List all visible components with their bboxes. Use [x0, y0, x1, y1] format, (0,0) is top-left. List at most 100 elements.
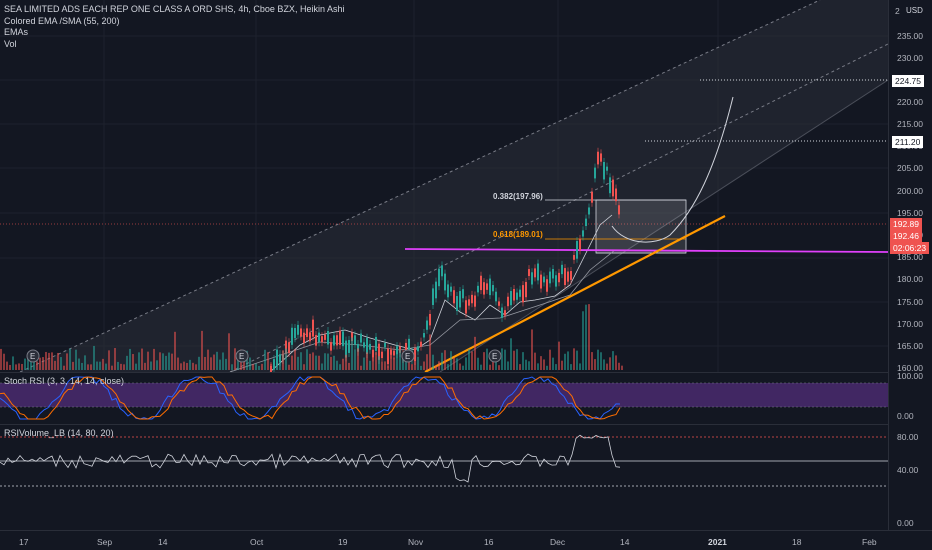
volume-bar: [213, 354, 215, 370]
volume-bar: [87, 364, 89, 370]
candle: [603, 161, 605, 180]
symbol-title[interactable]: SEA LIMITED ADS EACH REP ONE CLASS A ORD…: [4, 4, 345, 14]
candle: [579, 238, 581, 251]
volume-bar: [444, 350, 446, 370]
currency-label[interactable]: USD: [906, 6, 923, 15]
price-axis[interactable]: [888, 0, 932, 530]
volume-bar: [192, 362, 194, 370]
volume-bar: [603, 359, 605, 370]
rsivol-tick-40: 40.00: [897, 465, 919, 475]
candle: [534, 268, 536, 278]
volume-bar: [363, 357, 365, 370]
volume-bar: [360, 365, 362, 370]
time-axis[interactable]: [0, 531, 932, 550]
volume-bar: [498, 365, 500, 370]
candle: [543, 276, 545, 283]
volume-bar: [399, 349, 401, 370]
volume-bar: [450, 351, 452, 370]
candle: [498, 301, 500, 306]
candle: [309, 332, 311, 342]
volume-bar: [615, 355, 617, 370]
volume-bar: [51, 352, 53, 370]
volume-bar: [612, 351, 614, 370]
volume-bar: [486, 348, 488, 370]
volume-bar: [489, 364, 491, 370]
volume-bar: [258, 365, 260, 370]
candle: [294, 327, 296, 339]
volume-bar: [609, 357, 611, 370]
volume-bar: [549, 349, 551, 370]
candle: [414, 348, 416, 362]
indicator-ema-sma[interactable]: Colored EMA /SMA (55, 200): [4, 15, 120, 26]
volume-bar: [99, 361, 101, 370]
volume-bar: [477, 357, 479, 370]
volume-bar: [564, 353, 566, 370]
volume-bar: [117, 361, 119, 370]
candle: [465, 300, 467, 314]
stoch-rsi-label[interactable]: Stoch RSI (3, 3, 14, 14, close): [4, 376, 125, 386]
rsi-volume-label[interactable]: RSIVolume_LB (14, 80, 20): [4, 428, 114, 438]
earnings-markers[interactable]: E E E E: [26, 349, 502, 363]
pane-separator[interactable]: [0, 424, 932, 425]
volume-bar: [366, 352, 368, 370]
candle: [450, 286, 452, 292]
volume-bar: [378, 356, 380, 370]
stoch-rsi-pane[interactable]: [0, 373, 888, 424]
volume-bar: [570, 364, 572, 370]
volume-bar: [516, 349, 518, 370]
price-tick: 175.00: [897, 297, 923, 307]
volume-bar: [471, 351, 473, 370]
price-chart[interactable]: 0.382(197.96) 0.618(189.01) E E E E: [0, 0, 888, 372]
rsi-volume-pane[interactable]: [0, 425, 888, 530]
candle: [501, 307, 503, 318]
candle: [348, 339, 350, 353]
volume-bar: [369, 360, 371, 370]
indicator-vol[interactable]: Vol: [4, 38, 17, 49]
volume-bar: [504, 349, 506, 370]
candle: [522, 285, 524, 303]
volume-bar: [432, 354, 434, 370]
fib-retracement-box[interactable]: [595, 199, 687, 254]
candle: [351, 332, 353, 342]
pane-separator[interactable]: [0, 372, 932, 373]
volume-bar: [510, 338, 512, 370]
pane-separator[interactable]: [0, 530, 932, 531]
candle: [537, 263, 539, 281]
volume-bar: [219, 359, 221, 370]
candle: [519, 289, 521, 297]
volume-bar: [3, 353, 5, 370]
volume-bar: [6, 361, 8, 370]
volume-bar: [231, 364, 233, 370]
volume-bar: [591, 352, 593, 370]
volume-bar: [318, 355, 320, 370]
volume-bar: [447, 364, 449, 370]
support-line-magenta[interactable]: [404, 248, 888, 253]
price-tag-211: 211.20: [892, 136, 924, 148]
candle: [279, 354, 281, 363]
volume-bar: [267, 352, 269, 370]
volume-bar: [306, 349, 308, 370]
volume-bar: [375, 352, 377, 370]
indicator-emas[interactable]: EMAs: [4, 27, 29, 37]
candle: [384, 342, 386, 348]
volume-bar: [348, 362, 350, 370]
volume-bar: [390, 348, 392, 370]
time-tick: Dec: [550, 537, 566, 547]
volume-bar: [132, 354, 134, 370]
time-tick: 18: [792, 537, 802, 547]
volume-bar: [288, 364, 290, 370]
volume-bar: [423, 361, 425, 370]
volume-bar: [183, 361, 185, 370]
projection-curve: [611, 96, 734, 243]
volume-bar: [459, 363, 461, 370]
price-tick: 165.00: [897, 341, 923, 351]
volume-bar: [75, 349, 77, 370]
volume-bar: [312, 352, 314, 370]
candle: [420, 341, 422, 347]
volume-bar: [285, 348, 287, 370]
candle: [312, 319, 314, 337]
volume-bar: [351, 337, 353, 370]
volume-bar: [354, 349, 356, 370]
candle: [333, 335, 335, 346]
candle: [324, 334, 326, 340]
